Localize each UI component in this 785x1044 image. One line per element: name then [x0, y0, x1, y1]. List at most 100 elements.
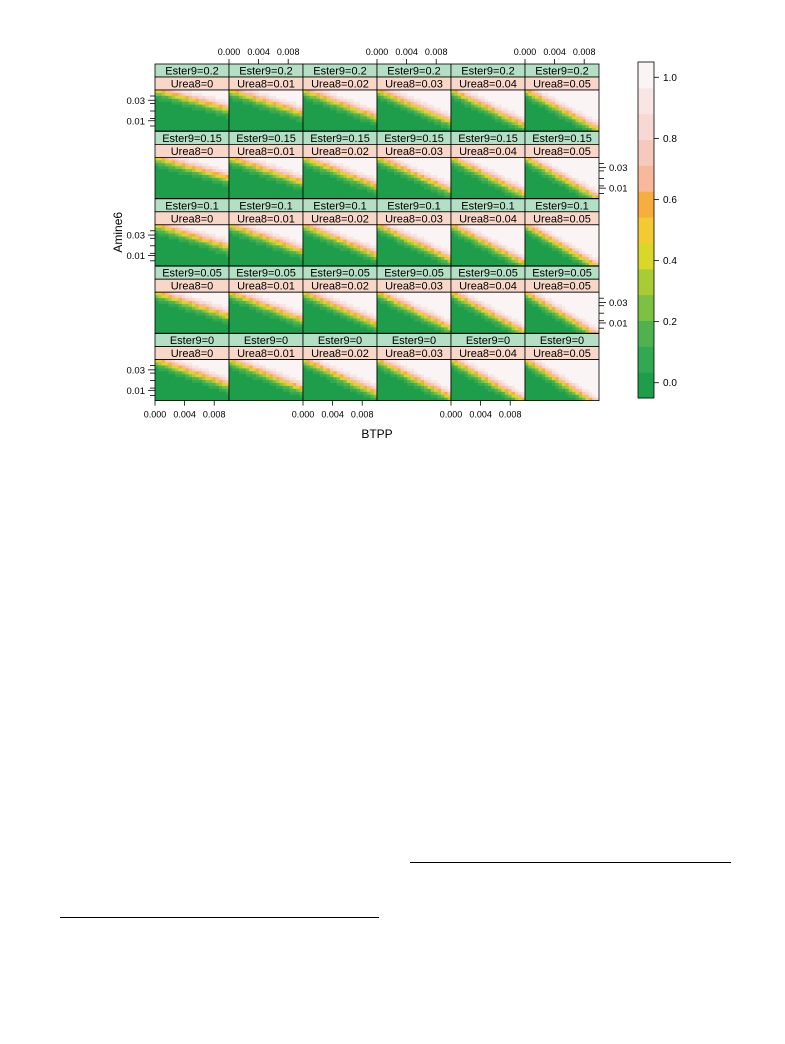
urea-strip-label: Urea8=0.02 [311, 79, 369, 91]
heat-cell [518, 186, 523, 191]
heat-cell [259, 195, 264, 199]
heat-cell [558, 174, 563, 179]
heat-cell [346, 239, 351, 243]
heat-cell [380, 110, 385, 114]
heat-cell [171, 113, 176, 117]
heat-cell [440, 160, 445, 164]
heat-cell [229, 177, 233, 182]
heat-cell [383, 160, 388, 164]
heat-cell [316, 116, 321, 120]
heat-cell [518, 107, 523, 111]
heat-cell [474, 110, 479, 114]
heat-cell [353, 230, 358, 234]
heat-cell [414, 101, 418, 106]
heat-cell [296, 157, 301, 161]
heat-cell [195, 101, 200, 106]
heat-cell [477, 125, 482, 129]
heat-cell [242, 157, 247, 161]
heat-cell [181, 95, 186, 100]
heat-cell [252, 110, 257, 114]
heat-cell [326, 227, 331, 232]
heat-cell [259, 172, 264, 176]
heat-cell [538, 116, 543, 120]
heat-cell [286, 195, 290, 199]
heat-cell [239, 236, 243, 240]
heat-cell [205, 254, 210, 258]
heat-cell [329, 189, 334, 193]
heat-cell [282, 104, 287, 108]
heat-cell [562, 107, 566, 111]
heat-cell [185, 116, 190, 120]
heat-cell [192, 254, 196, 258]
heat-cell [417, 122, 422, 126]
heat-cell [255, 262, 260, 267]
heat-cell [208, 90, 213, 94]
heat-cell [383, 163, 388, 167]
heat-cell [575, 160, 580, 164]
heat-cell [400, 180, 405, 185]
heat-cell [390, 95, 395, 100]
heat-cell [225, 242, 230, 246]
heat-cell [444, 157, 449, 161]
heat-cell [252, 169, 257, 173]
heat-cell [491, 122, 496, 126]
heat-cell [434, 104, 438, 108]
heat-cell [323, 186, 327, 191]
heat-cell [521, 119, 526, 123]
heat-cell [387, 174, 391, 179]
heat-cell [417, 192, 422, 196]
heat-cell [400, 116, 405, 120]
ester-strip-label: Ester9=0.1 [165, 200, 219, 212]
heat-cell [555, 189, 560, 193]
heat-cell [434, 122, 438, 126]
heat-cell [252, 186, 257, 191]
heat-cell [414, 160, 418, 164]
heat-cell [474, 101, 479, 106]
heat-cell [464, 163, 469, 167]
heat-cell [242, 169, 247, 173]
heat-cell [178, 254, 183, 258]
heat-cell [366, 183, 371, 188]
heat-cell [548, 113, 553, 117]
heat-cell [370, 157, 375, 161]
heat-cell [282, 101, 287, 106]
heat-cell [366, 122, 371, 126]
heat-cell [259, 128, 264, 132]
heat-cell [350, 186, 354, 191]
heat-cell [329, 122, 334, 126]
heat-cell [306, 116, 311, 120]
heat-cell [514, 101, 519, 106]
heat-cell [303, 242, 307, 246]
heat-cell [272, 259, 277, 264]
heat-cell [340, 116, 344, 120]
heat-cell [175, 113, 179, 117]
heat-cell [319, 183, 324, 188]
heat-cell [377, 245, 381, 249]
ester-strip-label: Ester9=0.15 [384, 133, 444, 145]
heat-cell [390, 251, 395, 255]
heat-cell [350, 104, 354, 108]
heat-cell [165, 257, 169, 261]
heat-cell [417, 248, 422, 252]
heat-cell [417, 242, 422, 246]
heat-cell [366, 166, 371, 170]
heat-cell [276, 166, 280, 170]
heat-cell [350, 169, 354, 173]
heat-cell [198, 101, 203, 106]
heat-cell [242, 236, 247, 240]
heat-cell [319, 254, 324, 258]
heat-cell [165, 119, 169, 123]
heat-cell [451, 177, 455, 182]
heat-cell [212, 177, 216, 182]
heat-cell [366, 163, 371, 167]
heat-cell [397, 257, 401, 261]
heat-cell [548, 157, 553, 161]
heat-cell [535, 160, 539, 164]
heat-cell [474, 174, 479, 179]
heat-cell [588, 116, 593, 120]
heat-cell [390, 166, 395, 170]
heat-cell [168, 224, 173, 229]
heat-cell [333, 116, 338, 120]
heat-cell [329, 92, 334, 97]
heat-cell [525, 90, 529, 94]
